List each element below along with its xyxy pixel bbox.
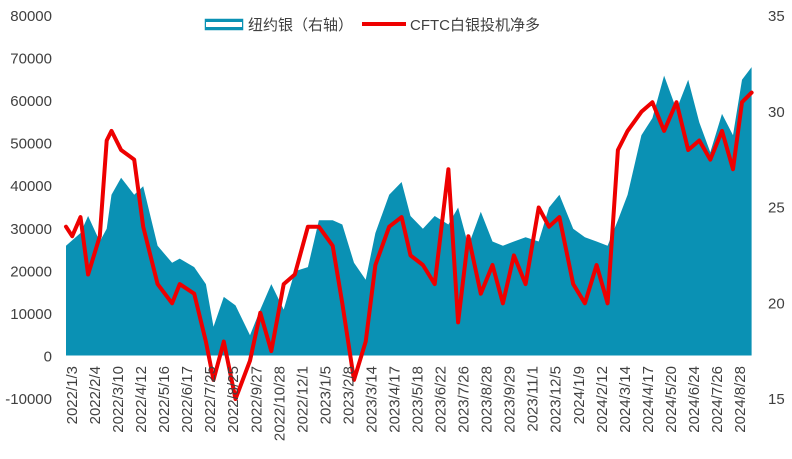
left-axis-ticks: -10000 0 10000 20000 30000 40000 50000 60000 700…: [5, 8, 52, 408]
x-axis-tick-label: 2022/3/10: [110, 366, 127, 433]
x-axis-tick-label: 2024/3/14: [617, 366, 634, 433]
left-axis-tick-label: 20000: [10, 263, 52, 280]
right-axis-tick-label: 20: [768, 295, 785, 312]
x-axis-tick-label: 2023/12/5: [548, 366, 565, 433]
legend-label-silver: 纽约银（右轴）: [248, 17, 353, 34]
left-axis-tick-label: -10000: [5, 391, 52, 408]
x-axis-tick-label: 2022/5/16: [156, 366, 173, 433]
x-axis-tick-label: 2022/1/3: [64, 366, 81, 424]
x-axis-ticks: 2022/1/3 2022/2/4 2022/3/10 2022/4/12 2022/5…: [64, 366, 749, 441]
left-axis-tick-label: 30000: [10, 221, 52, 238]
x-axis-tick-label: 2023/5/18: [410, 366, 427, 433]
x-axis-tick-label: 2023/2/8: [340, 366, 357, 424]
left-axis-tick-label: 80000: [10, 8, 52, 25]
left-axis-tick-label: 40000: [10, 178, 52, 195]
area-series-layer: [66, 67, 752, 357]
right-axis-tick-label: 25: [768, 200, 785, 217]
x-axis-tick-label: 2023/11/1: [525, 366, 542, 432]
x-axis-tick-label: 2022/4/12: [133, 366, 150, 433]
left-axis-tick-label: 60000: [10, 93, 52, 110]
x-axis-tick-label: 2024/7/26: [709, 366, 726, 433]
legend-label-cftc: CFTC白银投机净多: [410, 17, 540, 34]
right-axis-ticks: 15 20 25 30 35: [768, 8, 785, 408]
x-axis-tick-label: 2023/7/26: [456, 366, 473, 433]
line-series-cftc: [64, 90, 754, 401]
x-axis-tick-label: 2023/9/29: [502, 366, 519, 433]
right-axis-tick-label: 15: [768, 391, 785, 408]
x-axis-tick-label: 2023/4/17: [387, 366, 404, 433]
x-axis-tick-label: 2023/1/5: [317, 366, 334, 424]
area-series-silver: [66, 67, 752, 357]
left-axis-tick-label: 0: [44, 348, 52, 365]
x-axis-tick-label: 2024/2/12: [594, 366, 611, 433]
left-axis-tick-label: 10000: [10, 306, 52, 323]
x-axis-tick-label: 2023/6/22: [433, 366, 450, 433]
x-axis-tick-label: 2024/1/9: [571, 366, 588, 424]
right-axis-tick-label: 35: [768, 8, 785, 25]
legend-swatch-silver-inner: [206, 22, 242, 27]
x-axis-tick-label: 2022/6/17: [179, 366, 196, 433]
right-axis-tick-label: 30: [768, 104, 785, 121]
left-axis-tick-label: 70000: [10, 51, 52, 68]
x-axis-tick-label: 2022/8/25: [225, 366, 242, 433]
x-axis-tick-label: 2022/9/27: [248, 366, 265, 433]
x-axis-tick-label: 2024/8/28: [732, 366, 749, 433]
x-axis-tick-label: 2022/12/1: [294, 366, 311, 433]
x-axis-tick-label: 2022/7/25: [202, 366, 219, 433]
x-axis-tick-label: 2024/5/20: [663, 366, 680, 433]
x-axis-tick-label: 2024/4/17: [640, 366, 657, 433]
x-axis-tick-label: 2022/10/28: [271, 366, 288, 441]
x-axis-tick-label: 2023/3/14: [363, 366, 380, 433]
x-axis-tick-label: 2023/8/28: [479, 366, 496, 433]
legend: 纽约银（右轴） CFTC白银投机净多: [203, 17, 540, 34]
left-axis-tick-label: 50000: [10, 136, 52, 153]
x-axis-tick-label: 2022/2/4: [87, 366, 104, 424]
x-axis-tick-label: 2024/6/24: [686, 366, 703, 433]
line-series-layer: [64, 90, 754, 401]
